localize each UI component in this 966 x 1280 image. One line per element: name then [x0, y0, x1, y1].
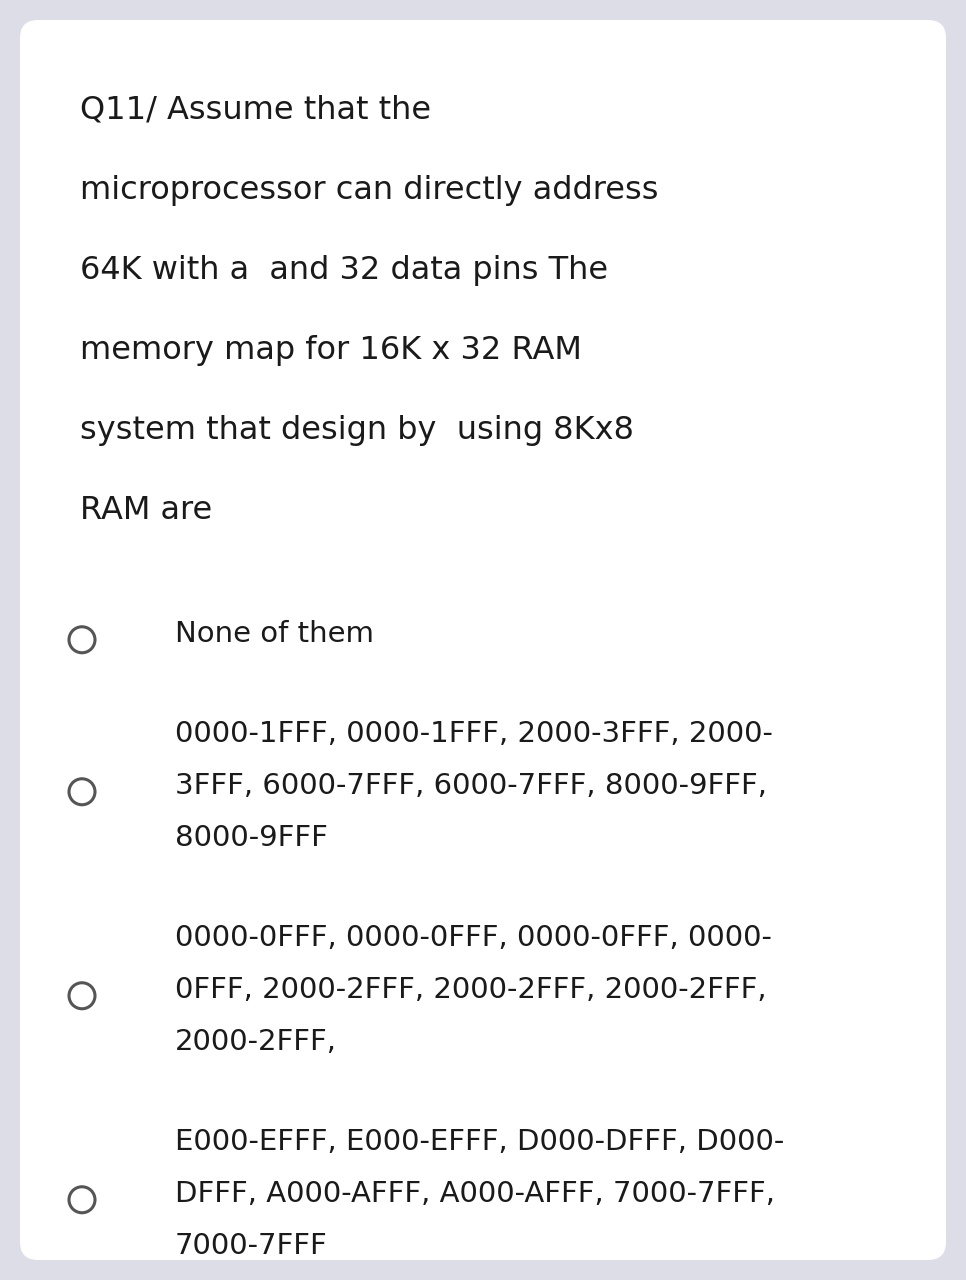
Text: microprocessor can directly address: microprocessor can directly address	[80, 175, 659, 206]
Text: 8000-9FFF: 8000-9FFF	[175, 824, 327, 852]
Text: 0FFF, 2000-2FFF, 2000-2FFF, 2000-2FFF,: 0FFF, 2000-2FFF, 2000-2FFF, 2000-2FFF,	[175, 975, 767, 1004]
Text: 2000-2FFF,: 2000-2FFF,	[175, 1028, 337, 1056]
Text: system that design by  using 8Kx8: system that design by using 8Kx8	[80, 415, 634, 445]
Text: 64K with a  and 32 data pins The: 64K with a and 32 data pins The	[80, 255, 609, 285]
Text: 0000-1FFF, 0000-1FFF, 2000-3FFF, 2000-: 0000-1FFF, 0000-1FFF, 2000-3FFF, 2000-	[175, 719, 773, 748]
Text: None of them: None of them	[175, 620, 374, 648]
Text: RAM are: RAM are	[80, 495, 213, 526]
Text: 7000-7FFF: 7000-7FFF	[175, 1231, 327, 1260]
Text: 3FFF, 6000-7FFF, 6000-7FFF, 8000-9FFF,: 3FFF, 6000-7FFF, 6000-7FFF, 8000-9FFF,	[175, 772, 767, 800]
Text: E000-EFFF, E000-EFFF, D000-DFFF, D000-: E000-EFFF, E000-EFFF, D000-DFFF, D000-	[175, 1128, 784, 1156]
FancyBboxPatch shape	[20, 20, 946, 1260]
Text: DFFF, A000-AFFF, A000-AFFF, 7000-7FFF,: DFFF, A000-AFFF, A000-AFFF, 7000-7FFF,	[175, 1180, 775, 1208]
Text: 0000-0FFF, 0000-0FFF, 0000-0FFF, 0000-: 0000-0FFF, 0000-0FFF, 0000-0FFF, 0000-	[175, 924, 772, 952]
Text: memory map for 16K x 32 RAM: memory map for 16K x 32 RAM	[80, 335, 582, 366]
Text: Q11/ Assume that the: Q11/ Assume that the	[80, 95, 431, 125]
